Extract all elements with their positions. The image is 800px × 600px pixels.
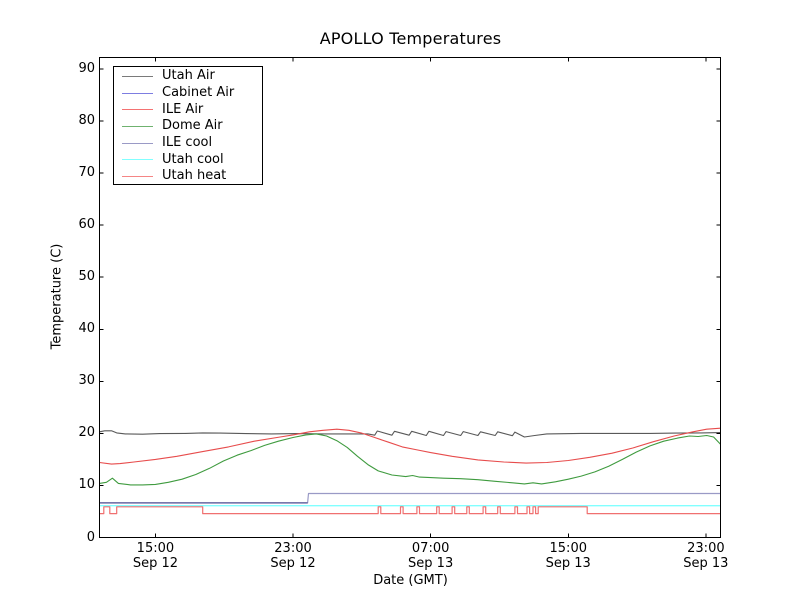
legend-line-swatch-utah-air [122, 75, 153, 77]
y-tick-label-10: 10 [78, 477, 95, 493]
series-line-dome-air [99, 433, 721, 486]
series-line-utah-air [99, 430, 721, 438]
legend-line-swatch-cabinet-air [122, 92, 153, 94]
chart-title: APOLLO Temperatures [319, 29, 502, 48]
legend-label-cabinet-air: Cabinet Air [162, 85, 235, 101]
y-tick-label-0: 0 [86, 529, 95, 545]
legend-line-swatch-dome-air [122, 125, 153, 127]
legend-entry-cabinet-air: Cabinet Air [114, 85, 262, 102]
legend-entry-ile-air: ILE Air [114, 101, 262, 118]
x-tick-label-23:00-sep-12: 23:00 Sep 12 [270, 541, 316, 571]
legend-entry-utah-heat: Utah heat [114, 168, 262, 185]
legend-label-ile-cool: ILE cool [162, 135, 213, 151]
x-tick-label-15:00-sep-12: 15:00 Sep 12 [132, 541, 178, 571]
legend-entry-utah-air: Utah Air [114, 68, 262, 85]
legend-entry-dome-air: Dome Air [114, 118, 262, 135]
legend-label-dome-air: Dome Air [162, 118, 223, 134]
legend: Utah Air Cabinet Air ILE Air Dome Air ILE co… [113, 66, 263, 185]
series-line-utah-heat [99, 506, 721, 515]
y-tick-label-50: 50 [78, 269, 95, 285]
legend-line-swatch-ile-air [122, 109, 153, 111]
y-axis-label: Temperature (C) [49, 243, 65, 350]
y-tick-label-80: 80 [78, 113, 95, 128]
x-tick-label-23:00-sep-13: 23:00 Sep 13 [683, 541, 729, 571]
series-line-ile-air [99, 427, 721, 465]
legend-label-utah-air: Utah Air [162, 68, 215, 84]
x-axis-label: Date (GMT) [373, 573, 448, 588]
y-tick-label-30: 30 [78, 373, 95, 389]
y-tick-label-90: 90 [78, 60, 95, 76]
series-line-ile-cool [99, 492, 721, 504]
legend-label-utah-cool: Utah cool [162, 151, 224, 167]
y-tick-label-20: 20 [78, 425, 95, 441]
y-tick-label-70: 70 [78, 165, 95, 181]
y-tick-label-60: 60 [78, 217, 95, 233]
legend-label-ile-air: ILE Air [162, 101, 204, 117]
legend-entry-ile-cool: ILE cool [114, 135, 262, 152]
plot-frame [99, 57, 721, 538]
x-tick-label-15:00-sep-13: 15:00 Sep 13 [545, 541, 591, 571]
y-tick-label-40: 40 [78, 321, 95, 337]
x-tick-label-07:00-sep-13: 07:00 Sep 13 [408, 541, 454, 571]
legend-label-utah-heat: Utah heat [162, 168, 227, 184]
legend-line-swatch-utah-cool [122, 159, 153, 161]
legend-line-swatch-utah-heat [122, 175, 153, 177]
legend-entry-utah-cool: Utah cool [114, 151, 262, 168]
legend-line-swatch-ile-cool [122, 142, 153, 144]
